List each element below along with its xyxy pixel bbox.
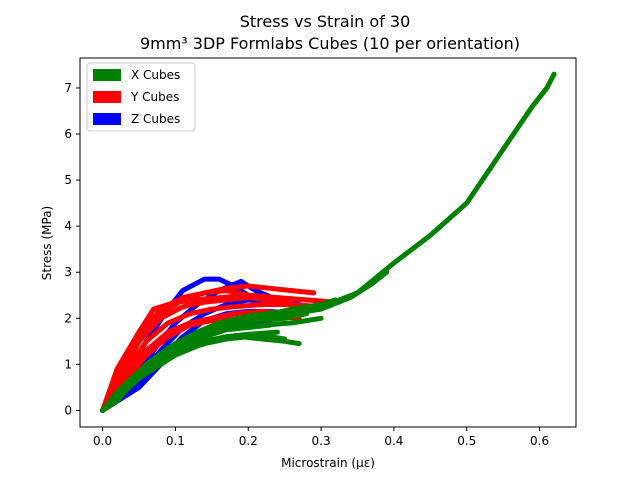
legend-label: X Cubes bbox=[131, 68, 180, 82]
y-cubes-curve bbox=[100, 292, 339, 413]
y-cubes-curve bbox=[100, 302, 324, 413]
x-tick-label: 0.0 bbox=[93, 434, 112, 448]
y-axis-label: Stress (MPa) bbox=[40, 206, 54, 280]
x-tick-label: 0.6 bbox=[530, 434, 549, 448]
legend-swatch bbox=[93, 113, 121, 125]
y-cubes-curve bbox=[100, 288, 295, 413]
x-tick-label: 0.3 bbox=[312, 434, 331, 448]
x-tick-label: 0.4 bbox=[384, 434, 403, 448]
x-axis-label: Microstrain (με) bbox=[281, 456, 375, 470]
series-layer bbox=[100, 71, 557, 413]
y-cubes-curve bbox=[100, 295, 273, 413]
y-tick-label: 4 bbox=[64, 219, 72, 233]
y-tick-label: 0 bbox=[64, 403, 72, 417]
y-tick-label: 5 bbox=[64, 173, 72, 187]
legend: X Cubes Y Cubes Z Cubes bbox=[86, 62, 196, 132]
axes-frame bbox=[79, 57, 577, 428]
x-axis: 0.0 0.1 0.2 0.3 0.4 0.5 0.6 bbox=[93, 427, 549, 448]
y-tick-label: 1 bbox=[64, 357, 72, 371]
y-tick-label: 3 bbox=[64, 265, 72, 279]
legend-label: Y Cubes bbox=[130, 90, 179, 104]
x-tick-label: 0.2 bbox=[239, 434, 258, 448]
legend-label: Z Cubes bbox=[131, 112, 180, 126]
chart-title-line2: 9mm³ 3DP Formlabs Cubes (10 per orientat… bbox=[140, 34, 520, 53]
x-cubes-curve bbox=[100, 322, 273, 413]
y-tick-label: 6 bbox=[64, 127, 72, 141]
legend-swatch bbox=[93, 91, 121, 103]
legend-swatch bbox=[93, 69, 121, 81]
x-tick-label: 0.5 bbox=[457, 434, 476, 448]
chart-title-line1: Stress vs Strain of 30 bbox=[240, 12, 411, 31]
x-tick-label: 0.1 bbox=[166, 434, 185, 448]
y-tick-label: 2 bbox=[64, 311, 72, 325]
plot-area bbox=[79, 57, 577, 428]
y-axis: 0 1 2 3 4 5 6 7 bbox=[64, 81, 80, 417]
y-tick-label: 7 bbox=[64, 81, 72, 95]
